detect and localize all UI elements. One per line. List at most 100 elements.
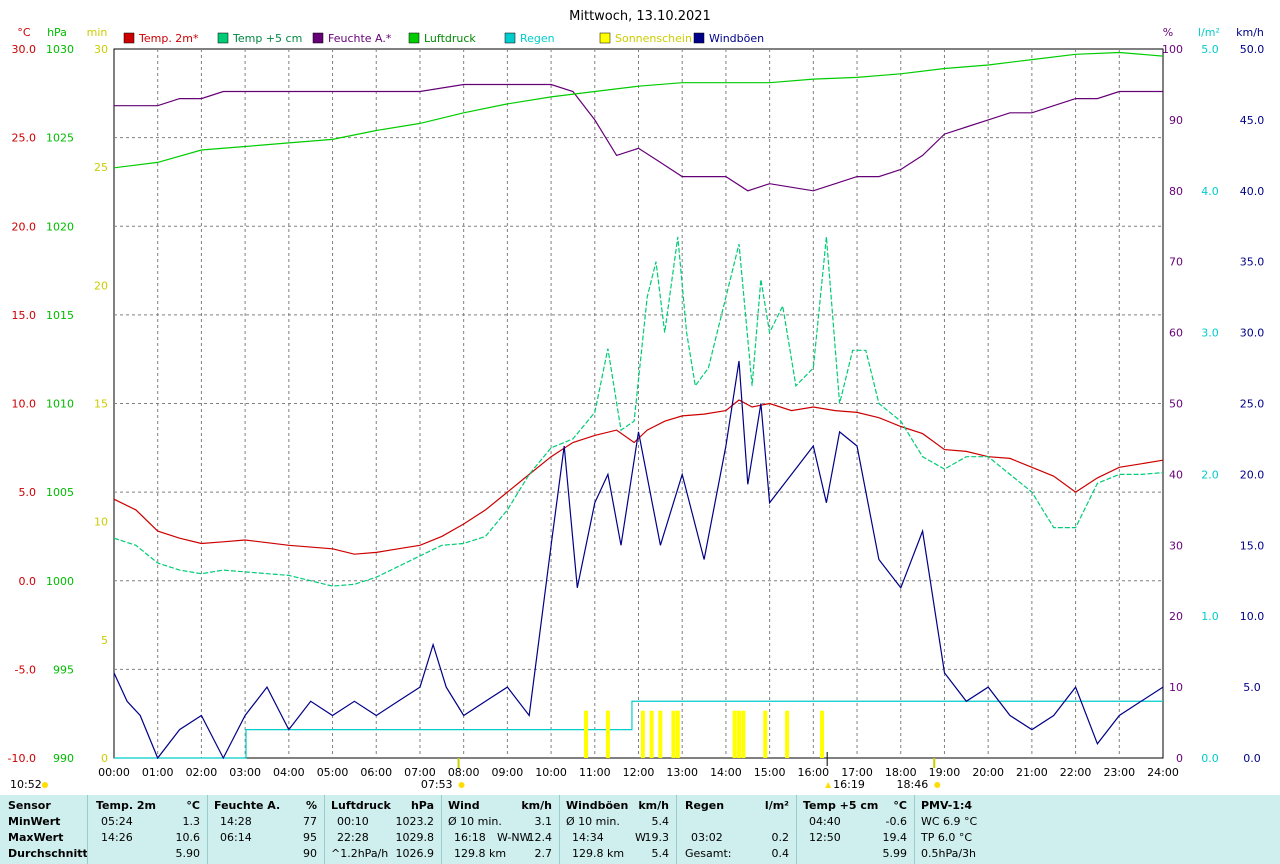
pmv-pressure-trend: 0.5hPa/3h [921,847,977,860]
stats-header-pmv: PMV-1:4 [921,799,972,812]
stats-col-sensor: Sensor MinWert MaxWert Durchschnitt [0,795,88,864]
humidity-max-time: 06:14 [220,831,252,844]
sunshine-tick-label: 0 [101,752,108,765]
x-tick-label: 05:00 [317,766,349,779]
series-layer [113,51,1164,760]
wind-axis-unit: km/h [1236,26,1264,39]
temp2m-max: 10.6 [175,831,201,844]
sunshine-bar [658,710,663,758]
pressure-avg: 1026.9 [395,847,435,860]
sunshine-bar [820,710,825,758]
humidity-tick-label: 10 [1169,681,1183,694]
wind-tick-label: 50.0 [1240,43,1265,56]
pressure-trend: ^1.2hPa/h [331,847,389,860]
humidity-tick-label: 100 [1162,43,1183,56]
pressure-tick-label: 1000 [46,575,74,588]
temp-tick-label: -5.0 [15,663,36,676]
temp5cm-min: -0.6 [885,815,907,828]
legend-label: Temp. 2m* [138,32,199,45]
x-tick-label: 14:00 [710,766,742,779]
temp2m-min: 1.3 [182,815,201,828]
sunshine-tick-label: 25 [94,161,108,174]
legend-label: Windböen [709,32,764,45]
humidity-tick-label: 0 [1176,752,1183,765]
temp-tick-label: 15.0 [12,309,37,322]
stats-col-temp5cm: Temp +5 cm °C 04:40 -0.6 12:50 19.4 5.99 [796,795,915,864]
humidity-max: 95 [303,831,317,844]
sunshine-tick-label: 30 [94,43,108,56]
temp-tick-label: 30.0 [12,43,37,56]
sunshine-tick-label: 10 [94,516,108,529]
gusts-min-label: Ø 10 min. [566,815,620,828]
stats-header-humidity: Feuchte A. [214,799,281,812]
wind-tick-label: 0.0 [1243,752,1261,765]
pressure-tick-label: 1020 [46,220,74,233]
gusts-avg: 5.4 [651,847,670,860]
sunset-icon [934,782,941,788]
weather-chart: Mittwoch, 13.10.2021 Temp. 2m* Temp +5 cm… [8,9,1265,791]
stats-header-temp2m: Temp. 2m [96,799,156,812]
wind-tick-label: 45.0 [1240,114,1265,127]
pressure-max: 1029.8 [395,831,435,844]
rain-tick-label: 3.0 [1201,327,1219,340]
stats-col-gusts: Windböen km/h Ø 10 min. 5.4 14:34 W 19.3… [559,795,677,864]
temp-5-cm-line [113,236,1164,587]
clock-label: 10:52 [10,778,42,791]
temp-tick-label: -10.0 [8,752,36,765]
pmv-windchill: WC 6.9 °C [921,815,978,828]
sunshine-bar [649,710,654,758]
max-gust-label: 16:19 [833,778,865,791]
wind-min-label: Ø 10 min. [448,815,502,828]
sunshine-bar [605,710,610,758]
x-tick-label: 24:00 [1147,766,1179,779]
gusts-max-time: 14:34 [572,831,604,844]
x-tick-label: 10:00 [535,766,567,779]
wind-tick-label: 25.0 [1240,398,1265,411]
gusts-max: 19.3 [644,831,670,844]
stats-header-sensor: Sensor [8,799,51,812]
pressure-tick-label: 1010 [46,398,74,411]
clock-sun-icon [42,782,48,788]
sunshine-bar [640,710,645,758]
humidity-tick-label: 60 [1169,327,1183,340]
stats-col-rain: Regen l/m² 03:02 0.2 Gesamt: 0.4 [676,795,797,864]
x-tick-label: 17:00 [841,766,873,779]
rain-tick-label: 2.0 [1201,468,1219,481]
stats-unit-rain: l/m² [764,799,789,812]
rain-max: 0.2 [771,831,790,844]
temp5cm-avg: 5.99 [882,847,908,860]
x-tick-label: 06:00 [360,766,392,779]
humidity-tick-label: 70 [1169,256,1183,269]
x-tick-label: 08:00 [448,766,480,779]
sunrise-icon [458,782,465,788]
wind-tick-label: 35.0 [1240,256,1265,269]
humidity-tick-label: 40 [1169,468,1183,481]
stats-unit-temp5cm: °C [893,799,907,812]
humidity-tick-label: 90 [1169,114,1183,127]
stats-header-rain: Regen [685,799,725,812]
grid [113,48,1164,759]
temp5cm-max: 19.4 [882,831,908,844]
legend-swatch [312,32,324,44]
rain-axis-unit: l/m² [1198,26,1220,39]
feuchte-a-line [114,83,1163,192]
pressure-tick-label: 1015 [46,309,74,322]
humidity-tick-label: 80 [1169,185,1183,198]
pressure-tick-label: 990 [53,752,74,765]
x-tick-label: 07:00 [404,766,436,779]
temp2m-max-time: 14:26 [101,831,133,844]
stats-col-wind: Wind km/h Ø 10 min. 3.1 16:18 W-NW 12.4 … [441,795,560,864]
wind-tick-label: 5.0 [1243,681,1261,694]
legend-swatch [599,32,611,44]
wind-max-time: 16:18 [454,831,486,844]
sunshine-tick-label: 20 [94,279,108,292]
temp-tick-label: 25.0 [12,132,37,145]
pressure-tick-label: 1005 [46,486,74,499]
x-tick-label: 00:00 [98,766,130,779]
stats-col-humidity: Feuchte A. % 14:28 77 06:14 95 90 [207,795,325,864]
wind-tick-label: 10.0 [1240,610,1265,623]
pressure-tick-label: 1025 [46,132,74,145]
humidity-avg: 90 [303,847,317,860]
x-tick-label: 11:00 [579,766,611,779]
wind-max-dir: W-NW [497,831,531,844]
